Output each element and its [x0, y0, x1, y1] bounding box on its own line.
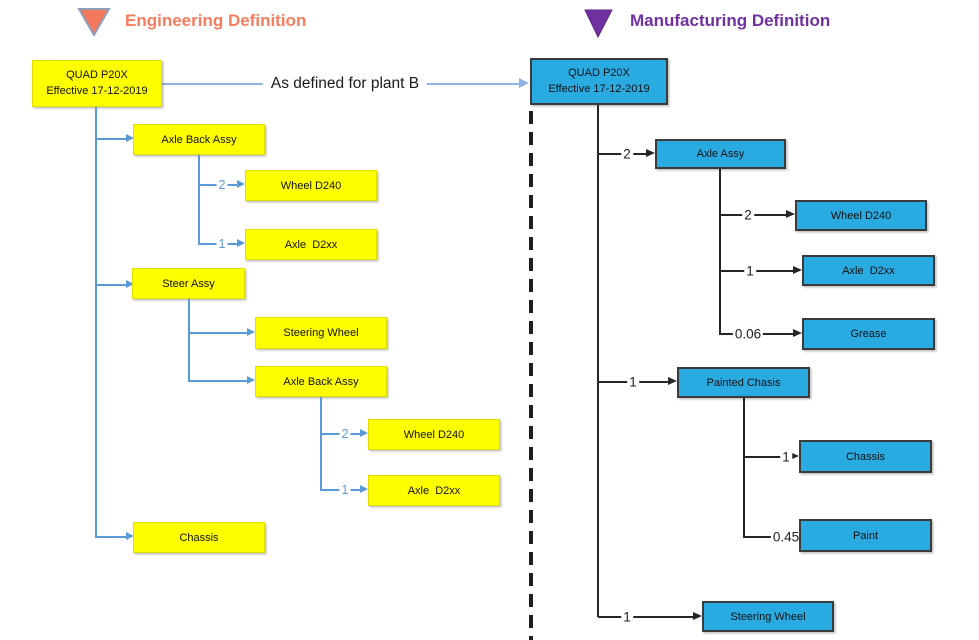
- qty-label: 1: [780, 449, 792, 465]
- mfg-node-chassis: Chassis: [799, 440, 932, 473]
- connector-line: [598, 616, 694, 618]
- eng-node-steering-wheel: Steering Wheel: [255, 317, 387, 349]
- connector-line: [719, 270, 794, 272]
- arrowhead-icon: [793, 329, 802, 337]
- connector-line: [597, 105, 599, 617]
- connector-line: [198, 155, 200, 244]
- engineering-definition-title: Engineering Definition: [125, 11, 307, 30]
- mfg-node-paint: Paint: [799, 519, 932, 552]
- manufacturing-definition-title: Manufacturing Definition: [630, 11, 831, 30]
- arrowhead-icon: [126, 280, 134, 288]
- arrowhead-icon: [360, 485, 368, 493]
- qty-label: 1: [216, 237, 228, 251]
- node-label: Chassis: [179, 531, 219, 544]
- connector-line: [95, 138, 126, 140]
- connector-line: [95, 284, 126, 286]
- node-label: Wheel D240: [403, 428, 465, 441]
- node-label: QUAD P20X: [568, 66, 630, 79]
- node-label: Painted Chasis: [706, 376, 781, 389]
- arrowhead-icon: [693, 612, 702, 620]
- mfg-node-axle-assy: Axle Assy: [655, 139, 786, 169]
- eng-node-axle-back-assy-2: Axle Back Assy: [255, 366, 387, 397]
- section-divider: [529, 111, 533, 640]
- connector-line: [320, 397, 322, 490]
- qty-label: 0.06: [732, 326, 764, 342]
- eng-root-node: QUAD P20X Effective 17-12-2019: [32, 60, 162, 107]
- eng-node-steer-assy: Steer Assy: [132, 268, 245, 299]
- connector-line: [95, 536, 126, 538]
- arrowhead-icon: [668, 377, 677, 385]
- connector-line: [719, 169, 721, 334]
- qty-label: 2: [216, 178, 228, 192]
- arrowhead-icon: [519, 78, 529, 88]
- node-label: Axle D2xx: [407, 484, 461, 497]
- qty-label: 1: [339, 483, 351, 497]
- node-label: Steer Assy: [162, 277, 215, 290]
- arrowhead-icon: [126, 134, 134, 142]
- node-label: Axle D2xx: [842, 264, 895, 277]
- arrowhead-icon: [790, 452, 799, 460]
- connector-line: [188, 380, 248, 382]
- arrowhead-icon: [786, 210, 795, 218]
- node-label: Grease: [850, 328, 887, 340]
- connector-line: [188, 332, 248, 334]
- node-label: Wheel D240: [280, 179, 342, 192]
- eng-node-axle-d2xx-2: Axle D2xx: [368, 475, 500, 506]
- arrowhead-icon: [247, 376, 255, 384]
- node-label: Wheel D240: [830, 209, 892, 222]
- mfg-node-painted-chasis: Painted Chasis: [677, 367, 810, 398]
- arrowhead-icon: [237, 239, 245, 247]
- qty-label: 1: [744, 263, 756, 279]
- node-label: Effective 17-12-2019: [548, 82, 650, 95]
- mfg-node-axle-d2xx: Axle D2xx: [802, 255, 935, 286]
- mfg-node-steering-wheel: Steering Wheel: [702, 601, 834, 632]
- connector-line: [743, 536, 777, 538]
- node-label: Axle Assy: [696, 148, 745, 160]
- qty-label: 1: [627, 374, 639, 390]
- eng-node-wheel-d240: Wheel D240: [245, 170, 377, 201]
- qty-label: 1: [621, 609, 633, 625]
- transfer-label: As defined for plant B: [262, 75, 428, 93]
- qty-label: 2: [621, 146, 633, 162]
- node-label: Axle D2xx: [284, 238, 338, 251]
- mfg-root-node: QUAD P20X Effective 17-12-2019: [530, 58, 668, 105]
- node-label: Chassis: [845, 450, 886, 463]
- arrowhead-icon: [646, 149, 655, 157]
- arrowhead-icon: [360, 429, 368, 437]
- eng-node-axle-back-assy: Axle Back Assy: [133, 124, 265, 155]
- eng-node-chassis: Chassis: [133, 522, 265, 553]
- triangle-down-icon: [76, 6, 112, 43]
- arrowhead-icon: [793, 266, 802, 274]
- triangle-down-icon: [582, 7, 614, 44]
- node-label: Effective 17-12-2019: [46, 84, 148, 97]
- node-label: Paint: [852, 529, 879, 542]
- mfg-node-grease: Grease: [802, 318, 935, 350]
- arrowhead-icon: [247, 328, 255, 336]
- arrowhead-icon: [126, 532, 134, 540]
- node-label: Axle Back Assy: [283, 375, 359, 388]
- qty-label: 0.45: [770, 529, 802, 545]
- eng-node-axle-d2xx: Axle D2xx: [245, 229, 377, 260]
- connector-line: [95, 107, 97, 537]
- eng-node-wheel-d240-2: Wheel D240: [368, 419, 500, 450]
- node-label: Axle Back Assy: [161, 133, 237, 146]
- connector-line: [188, 299, 190, 381]
- connector-line: [743, 456, 785, 458]
- mfg-node-wheel-d240: Wheel D240: [795, 200, 927, 231]
- node-label: QUAD P20X: [66, 68, 128, 81]
- qty-label: 2: [339, 427, 351, 441]
- arrowhead-icon: [237, 180, 245, 188]
- node-label: Steering Wheel: [730, 610, 806, 623]
- qty-label: 2: [742, 207, 754, 223]
- node-label: Steering Wheel: [283, 327, 359, 339]
- connector-line: [743, 398, 745, 537]
